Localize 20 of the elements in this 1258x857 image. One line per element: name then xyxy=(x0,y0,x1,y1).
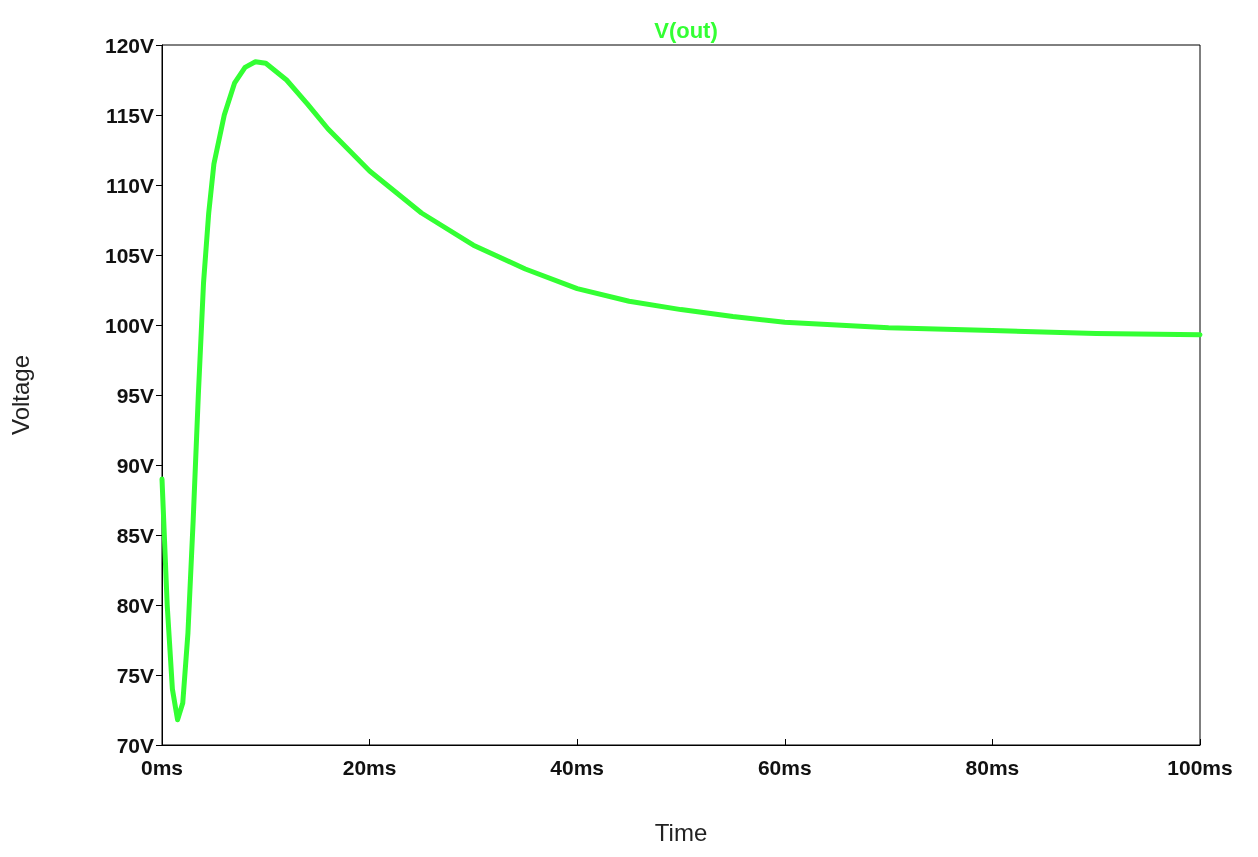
x-tick-label: 20ms xyxy=(342,756,397,779)
y-tick-label: 100V xyxy=(104,313,154,337)
y-tick-label: 90V xyxy=(116,453,154,477)
y-tick-label: 110V xyxy=(106,173,154,197)
y-tick-label: 115V xyxy=(106,103,154,127)
y-tick-label: 120V xyxy=(104,33,154,57)
y-tick-label: 70V xyxy=(116,733,154,757)
y-tick-label: 75V xyxy=(116,663,154,687)
x-tick-label: 0ms xyxy=(140,756,184,779)
chart-title: V(out) xyxy=(654,17,718,43)
y-tick-label: 85V xyxy=(116,523,154,547)
x-tick-label: 60ms xyxy=(757,756,812,779)
x-tick-label: 40ms xyxy=(550,756,605,779)
x-tick-label: 80ms xyxy=(965,756,1020,779)
y-tick-label: 95V xyxy=(116,383,154,407)
y-tick-label: 80V xyxy=(116,593,154,617)
x-tick-label: 100ms xyxy=(1167,756,1233,779)
y-tick-label: 105V xyxy=(104,243,154,267)
x-axis-title: Time xyxy=(654,818,708,846)
y-axis-title: Voltage xyxy=(6,354,34,436)
